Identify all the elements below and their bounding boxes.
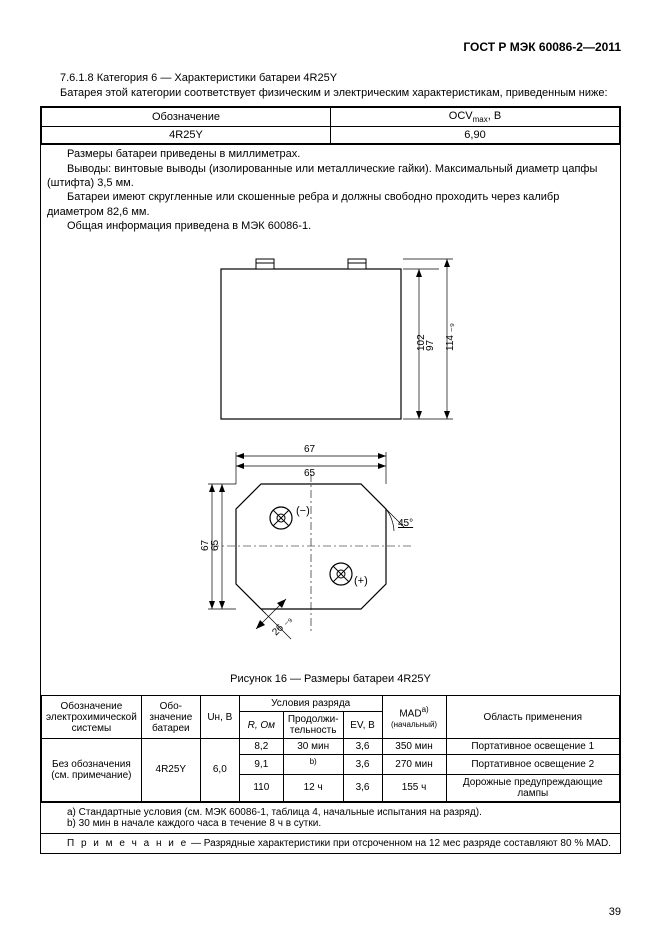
svg-text:65: 65: [210, 540, 221, 552]
page: ГОСТ Р МЭК 60086-2—2011 7.6.1.8 Категори…: [0, 0, 661, 936]
t2-h-system: Обозначение электрохимической системы: [42, 696, 142, 739]
t2-dur: 12 ч: [283, 774, 343, 801]
t2-app: Дорожные предупреждающие лампы: [446, 774, 619, 801]
t2-h-r: R, Ом: [239, 712, 283, 739]
content-box: Обозначение OCVmax, В 4R25Y 6,90 Размеры…: [40, 106, 621, 853]
t2-mad: 350 мин: [382, 739, 446, 755]
t2-h-duration: Продолжи- тельность: [283, 712, 343, 739]
t2-ev: 3,6: [343, 739, 382, 755]
t1-cell-designation: 4R25Y: [42, 127, 331, 144]
table-row: Без обозначения (см. примечание) 4R25Y 6…: [42, 739, 620, 755]
figure-caption: Рисунок 16 — Размеры батареи 4R25Y: [41, 667, 620, 695]
t2-dur: 30 мин: [283, 739, 343, 755]
t2-app: Портативное освещение 2: [446, 755, 619, 774]
t2-h-un: Uн, В: [200, 696, 239, 739]
dim-114: 114 ₋₉: [445, 323, 456, 351]
minus-label: (−): [296, 505, 310, 517]
t1-header-designation: Обозначение: [42, 108, 331, 127]
notes-block: Размеры батареи приведены в миллиметрах.…: [41, 144, 620, 235]
note-3: Батареи имеют скругленные или скошенные …: [47, 190, 614, 219]
dim-angle: 45°: [398, 518, 413, 529]
t2-mad: 155 ч: [382, 774, 446, 801]
footnote-b: b) 30 мин в начале каждого часа в течени…: [47, 818, 614, 829]
t2-ev: 3,6: [343, 774, 382, 801]
t2-dur: b): [283, 755, 343, 774]
note-1: Размеры батареи приведены в миллиметрах.: [47, 147, 614, 161]
t2-h-desig: Обо- значение батареи: [141, 696, 200, 739]
t2-mad: 270 мин: [382, 755, 446, 774]
t2-r: 9,1: [239, 755, 283, 774]
note-2: Выводы: винтовые выводы (изолированные и…: [47, 162, 614, 191]
designation-table: Обозначение OCVmax, В 4R25Y 6,90: [41, 107, 620, 144]
t2-h-mad: MADa) (начальный): [382, 696, 446, 739]
t1-header-ocv: OCVmax, В: [331, 108, 620, 127]
t2-ev: 3,6: [343, 755, 382, 774]
t2-h-application: Область применения: [446, 696, 619, 739]
section-heading: 7.6.1.8 Категория 6 — Характеристики бат…: [60, 72, 621, 84]
dim-97: 97: [425, 340, 436, 352]
figure-area: 102 97 114 ₋₉ 67: [41, 235, 620, 667]
t2-un: 6,0: [200, 739, 239, 801]
dim-26: 26 ₋₉: [270, 614, 294, 638]
footnotes: a) Стандартные условия (см. МЭК 60086-1,…: [41, 802, 620, 833]
t1-cell-ocv: 6,90: [331, 127, 620, 144]
footnote-a: a) Стандартные условия (см. МЭК 60086-1,…: [47, 807, 614, 818]
dim-67: 67: [304, 444, 316, 455]
dim-65: 65: [304, 468, 316, 479]
intro-paragraph: Батарея этой категории соответствует физ…: [40, 86, 621, 100]
t2-desig: 4R25Y: [141, 739, 200, 801]
t2-h-ev: EV, В: [343, 712, 382, 739]
note-4: Общая информация приведена в МЭК 60086-1…: [47, 219, 614, 233]
plus-label: (+): [354, 575, 368, 587]
page-number: 39: [609, 906, 621, 918]
table-note: П р и м е ч а н и е — Разрядные характер…: [41, 833, 620, 853]
t2-h-discharge: Условия разряда: [239, 696, 382, 712]
t2-system: Без обозначения (см. примечание): [42, 739, 142, 801]
t2-r: 8,2: [239, 739, 283, 755]
battery-diagram: 102 97 114 ₋₉ 67: [141, 241, 521, 661]
discharge-table: Обозначение электрохимической системы Об…: [41, 695, 620, 801]
t2-app: Портативное освещение 1: [446, 739, 619, 755]
t2-r: 110: [239, 774, 283, 801]
document-header: ГОСТ Р МЭК 60086-2—2011: [40, 40, 621, 54]
